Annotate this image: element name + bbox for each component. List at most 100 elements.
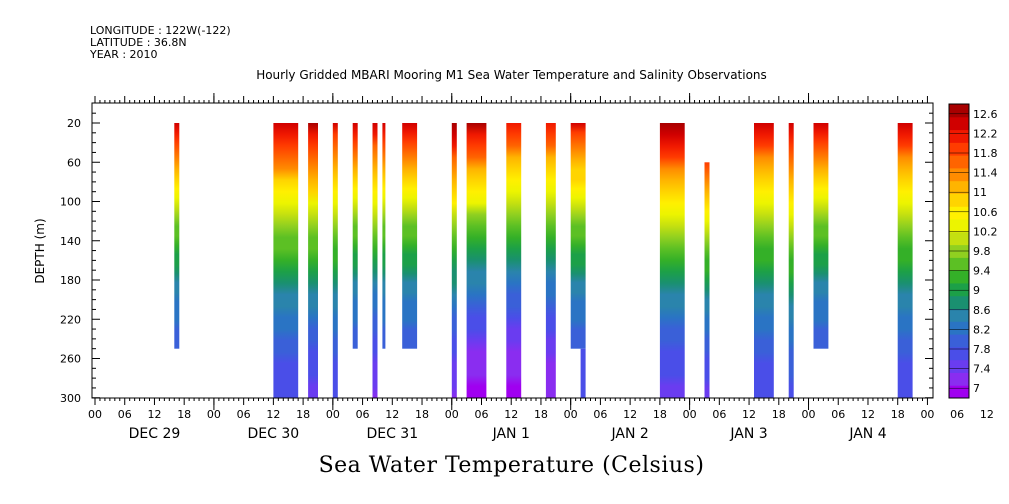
colorbar-tick-label: 10.6	[973, 206, 998, 219]
y-tick-label: 20	[67, 117, 81, 130]
data-column	[546, 123, 556, 398]
x-day-label: DEC 31	[366, 426, 418, 442]
x-hour-tick-label: 06	[950, 408, 964, 421]
colorbar-swatch	[949, 219, 969, 232]
colorbar-tick-label: 9	[973, 284, 980, 297]
colorbar-swatch	[949, 257, 969, 270]
colorbar: 12.6 12.2 11.8 11.4 11 10.6 10.2 9.8 9.4 9 8.6 8.2 7…	[949, 104, 998, 399]
data-column	[660, 123, 685, 398]
x-hour-tick-label: 00	[445, 408, 459, 421]
x-hour-tick-label: 06	[593, 408, 607, 421]
colorbar-swatch	[949, 334, 969, 347]
x-day-label: JAN 2	[610, 426, 648, 442]
data-column	[898, 123, 913, 398]
x-hour-tick-label: 12	[385, 408, 399, 421]
colorbar-swatch	[949, 168, 969, 181]
data-column	[506, 123, 521, 398]
x-hour-tick-label: 12	[861, 408, 875, 421]
x-hour-tick-label: 18	[415, 408, 429, 421]
x-hour-tick-label: 06	[831, 408, 845, 421]
colorbar-tick-label: 8.6	[973, 304, 991, 317]
axes: 00 06 12 18 00 06 12 18 00 06 12 18 00 06 12 18 00 06 12 18…	[60, 93, 1009, 442]
data-column	[754, 123, 774, 398]
colorbar-swatch	[949, 232, 969, 245]
data-column	[273, 123, 298, 398]
data-column	[467, 123, 487, 398]
y-axis-label: DEPTH (m)	[33, 218, 47, 283]
x-day-label: DEC 29	[129, 426, 181, 442]
y-tick-label: 260	[60, 353, 81, 366]
colorbar-swatch	[949, 130, 969, 143]
x-hour-tick-label: 06	[474, 408, 488, 421]
x-hour-tick-label: 06	[237, 408, 251, 421]
colorbar-tick-label: 10.2	[973, 225, 998, 238]
colorbar-swatch	[949, 142, 969, 155]
data-column	[814, 123, 829, 349]
x-hour-tick-label: 18	[177, 408, 191, 421]
colorbar-swatch	[949, 360, 969, 373]
y-tick-label: 180	[60, 274, 81, 287]
colorbar-variable-text: Sea Water Temperature (Celsius)	[319, 453, 705, 478]
x-hour-tick-label: 12	[266, 408, 280, 421]
x-hour-tick-label: 06	[118, 408, 132, 421]
x-hour-tick-label: 18	[534, 408, 548, 421]
colorbar-tick-label: 9.8	[973, 245, 991, 258]
x-hour-tick-label: 00	[564, 408, 578, 421]
x-day-label: JAN 4	[848, 426, 886, 442]
colorbar-swatch	[949, 117, 969, 130]
colorbar-tick-label: 8.2	[973, 323, 991, 336]
x-day-label: DEC 30	[248, 426, 300, 442]
x-hour-tick-label: 06	[712, 408, 726, 421]
colorbar-tick-label: 7	[973, 382, 980, 395]
data-column	[174, 123, 179, 349]
x-hour-tick-label: 18	[653, 408, 667, 421]
y-tick-label: 60	[67, 156, 81, 169]
x-hour-tick-label: 00	[802, 408, 816, 421]
colorbar-tick-label: 7.8	[973, 343, 991, 356]
temperature-depth-chart: 00 06 12 18 00 06 12 18 00 06 12 18 00 06 12 18 00 06 12 18…	[0, 0, 1009, 504]
colorbar-tick-label: 11.4	[973, 167, 998, 180]
x-hour-tick-label: 12	[504, 408, 518, 421]
x-hour-tick-label: 06	[356, 408, 370, 421]
colorbar-swatch	[949, 309, 969, 322]
data-column	[452, 123, 457, 398]
y-tick-label: 300	[60, 392, 81, 405]
x-hour-tick-label: 12	[742, 408, 756, 421]
y-tick-label: 140	[60, 235, 81, 248]
colorbar-variable-label: Sea Water Temperature (Celsius)	[0, 453, 1009, 478]
colorbar-swatch	[949, 321, 969, 334]
data-column	[308, 123, 318, 398]
x-hour-tick-label: 00	[920, 408, 934, 421]
x-hour-tick-label: 00	[207, 408, 221, 421]
data-column	[581, 349, 586, 398]
x-hour-tick-label: 00	[326, 408, 340, 421]
data-columns	[174, 123, 912, 398]
x-day-label: JAN 3	[729, 426, 767, 442]
data-column	[789, 123, 794, 398]
x-hour-tick-label: 18	[891, 408, 905, 421]
data-column	[571, 123, 586, 349]
colorbar-tick-label: 12.6	[973, 108, 998, 121]
x-hour-tick-label: 12	[623, 408, 637, 421]
data-column	[402, 123, 417, 349]
colorbar-swatch	[949, 372, 969, 385]
x-hour-tick-label: 00	[683, 408, 697, 421]
data-column	[705, 162, 710, 397]
colorbar-tick-label: 7.4	[973, 363, 991, 376]
colorbar-tick-label: 11.8	[973, 147, 998, 160]
colorbar-swatch	[949, 296, 969, 309]
data-column	[333, 123, 338, 398]
colorbar-swatch	[949, 283, 969, 296]
x-hour-tick-label: 18	[296, 408, 310, 421]
data-column	[373, 123, 378, 398]
x-hour-tick-label: 18	[772, 408, 786, 421]
colorbar-swatch	[949, 206, 969, 219]
x-day-label: JAN 1	[492, 426, 530, 442]
colorbar-tick-label: 12.2	[973, 127, 998, 140]
colorbar-swatch	[949, 193, 969, 206]
colorbar-swatch	[949, 385, 969, 398]
y-tick-label: 100	[60, 196, 81, 209]
colorbar-swatch	[949, 104, 969, 117]
colorbar-swatch	[949, 155, 969, 168]
data-column	[382, 123, 385, 349]
